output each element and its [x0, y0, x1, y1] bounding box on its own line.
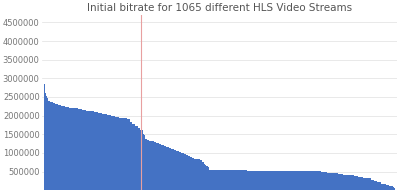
Title: Initial bitrate for 1065 different HLS Video Streams: Initial bitrate for 1065 different HLS V… — [87, 3, 352, 13]
